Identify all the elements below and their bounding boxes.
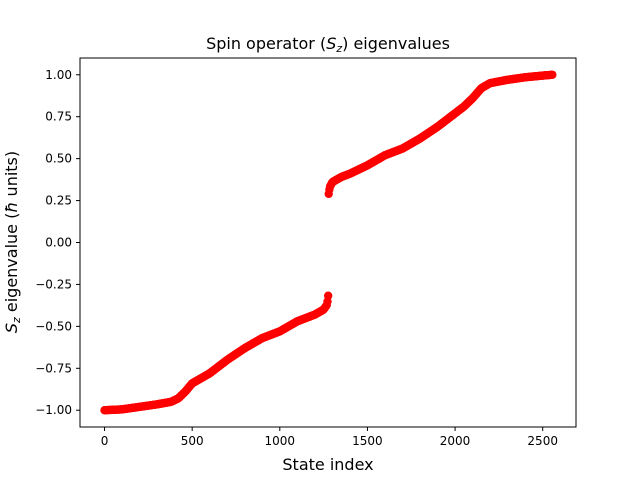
- y-axis-label: Sz eigenvalue (ħ units): [2, 151, 23, 333]
- x-tick-label: 500: [181, 434, 204, 448]
- data-point: [323, 291, 333, 300]
- chart-title: Spin operator (Sz) eigenvalues: [206, 34, 450, 55]
- y-tick-label: −1.00: [35, 403, 72, 417]
- y-tick-label: 0.50: [45, 152, 72, 166]
- x-axis-ticks: 0 500 1000 1500 2000 2500: [101, 427, 558, 448]
- y-tick-label: 0.00: [45, 236, 72, 250]
- y-tick-label: −0.25: [35, 277, 72, 291]
- y-tick-label: 1.00: [45, 68, 72, 82]
- x-tick-label: 0: [101, 434, 109, 448]
- x-tick-label: 2000: [440, 434, 471, 448]
- y-axis-ticks: −1.00 −0.75 −0.50 −0.25 0.00 0.25 0.50 0.75 1.00: [35, 68, 80, 417]
- data-point: [548, 70, 557, 79]
- x-tick-label: 1000: [265, 434, 296, 448]
- x-tick-label: 1500: [352, 434, 383, 448]
- x-axis-label: State index: [282, 455, 373, 474]
- data-points: [100, 70, 557, 415]
- x-tick-label: 2500: [527, 434, 558, 448]
- y-tick-label: −0.50: [35, 319, 72, 333]
- y-tick-label: −0.75: [35, 361, 72, 375]
- y-tick-label: 0.75: [45, 110, 72, 124]
- y-tick-label: 0.25: [45, 194, 72, 208]
